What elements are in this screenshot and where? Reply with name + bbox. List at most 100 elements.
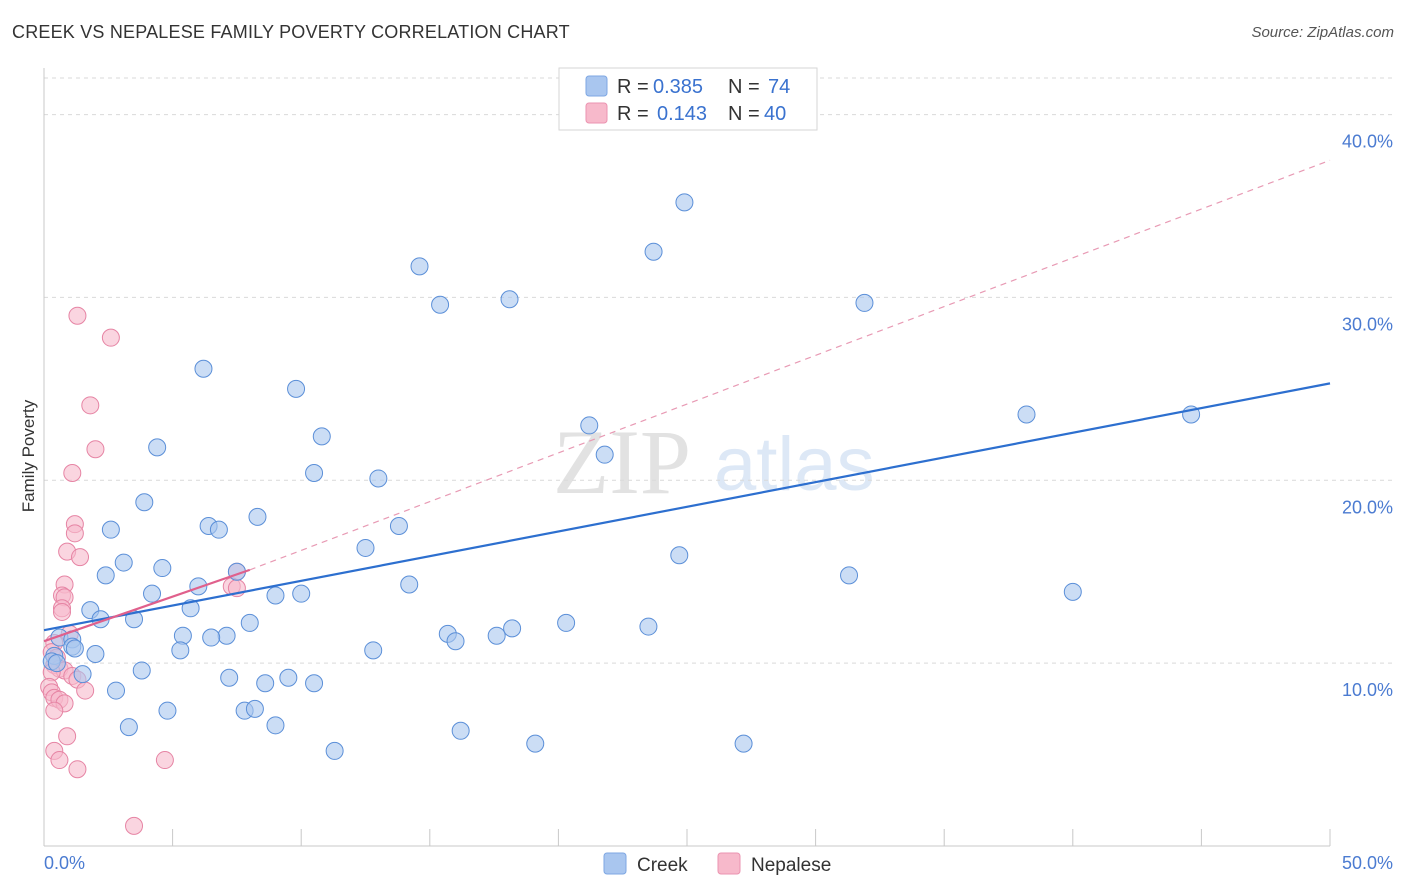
creek-point — [364, 641, 383, 660]
y-tick-label: 40.0% — [1342, 132, 1393, 152]
creek-point — [143, 584, 162, 603]
legend-creek-r-label: R = — [617, 76, 649, 98]
y-tick-label: 10.0% — [1342, 680, 1393, 700]
nepalese-point — [68, 306, 87, 325]
creek-point — [400, 575, 419, 594]
creek-point — [107, 681, 126, 700]
trendlines — [249, 159, 1331, 571]
legend-nepalese-r-label: R = — [617, 103, 649, 125]
nepalese-point — [101, 328, 120, 347]
creek-point — [451, 721, 470, 740]
creek-point — [500, 290, 519, 309]
source-label: Source: ZipAtlas.com — [1251, 24, 1394, 41]
creek-point — [73, 665, 92, 684]
creek-point — [292, 584, 311, 603]
nepalese-point — [86, 440, 105, 459]
nepalese-point — [58, 727, 77, 746]
legend-creek-n-value: 74 — [768, 76, 790, 98]
creek-point — [158, 701, 177, 720]
creek-point — [487, 626, 506, 645]
creek-point — [209, 520, 228, 539]
x-tick-label: 0.0% — [44, 853, 85, 873]
creek-point — [446, 632, 465, 651]
creek-point — [114, 553, 133, 572]
axes — [43, 68, 1331, 847]
creek-point — [189, 577, 208, 596]
nepalese-point — [71, 548, 90, 567]
creek-point — [1017, 405, 1036, 424]
creek-point — [840, 566, 859, 585]
legend-nepalese-n-value: 40 — [764, 103, 786, 125]
nepalese-point — [65, 524, 84, 543]
creek-point — [279, 668, 298, 687]
creek-point — [325, 741, 344, 760]
creek-point — [1063, 582, 1082, 601]
legend-nepalese-n-label: N = — [728, 103, 760, 125]
creek-point — [86, 645, 105, 663]
legend-swatch-creek — [585, 75, 608, 97]
nepalese-point — [76, 681, 95, 700]
creek-point — [526, 734, 545, 753]
data-points — [40, 193, 1331, 835]
nepalese-trendline — [43, 568, 251, 643]
creek-point — [240, 613, 259, 632]
creek-point — [410, 257, 429, 276]
nepalese-point — [155, 751, 174, 770]
creek-point — [389, 517, 408, 535]
watermark-atlas: atlas — [714, 422, 875, 507]
legend: R = 0.385 N = 74 R = 0.143 N = 40 — [558, 67, 818, 131]
creek-point — [356, 538, 375, 557]
nepalese-point — [50, 751, 69, 770]
nepalese-trendline-extension — [249, 159, 1331, 571]
creek-point — [431, 295, 450, 314]
bottom-legend-creek: Creek — [637, 855, 688, 876]
creek-point — [256, 674, 275, 693]
chart-title: CREEK VS NEPALESE FAMILY POVERTY CORRELA… — [12, 22, 570, 42]
creek-point — [47, 654, 66, 673]
legend-creek-n-label: N = — [728, 76, 760, 98]
legend-creek-r-value: 0.385 — [653, 76, 703, 98]
bottom-legend: Creek Nepalese — [603, 852, 831, 876]
creek-point — [734, 734, 753, 753]
creek-point — [644, 242, 663, 261]
creek-point — [503, 619, 522, 638]
y-axis-title: Family Poverty — [19, 399, 38, 512]
creek-point — [101, 520, 120, 539]
creek-point — [245, 699, 264, 718]
creek-point — [248, 507, 267, 526]
creek-point — [369, 469, 388, 488]
creek-point — [312, 427, 331, 446]
creek-point — [305, 674, 324, 693]
creek-point — [220, 668, 239, 687]
nepalese-point — [125, 816, 144, 835]
creek-point — [65, 639, 84, 658]
bottom-legend-swatch-nepalese — [717, 852, 741, 875]
creek-point — [171, 641, 190, 660]
y-tick-label: 30.0% — [1342, 314, 1393, 334]
creek-point — [153, 559, 172, 578]
creek-point — [132, 661, 151, 680]
creek-point — [855, 293, 874, 312]
creek-point — [173, 626, 192, 645]
nepalese-point — [45, 701, 64, 720]
creek-point — [148, 438, 167, 457]
creek-trendline — [43, 382, 1331, 632]
creek-point — [595, 445, 614, 464]
watermark-zip: ZIP — [553, 411, 691, 513]
creek-point — [96, 566, 115, 585]
creek-point — [287, 379, 306, 398]
creek-point — [305, 463, 324, 482]
creek-point — [266, 586, 285, 605]
creek-point — [119, 718, 138, 737]
creek-point — [217, 626, 236, 645]
nepalese-point — [63, 463, 82, 482]
tick-labels: 10.0% 20.0% 30.0% 40.0% 0.0% 50.0% — [44, 132, 1393, 873]
creek-point — [181, 599, 200, 618]
creek-point — [580, 416, 599, 435]
nepalese-point — [53, 602, 72, 621]
bottom-legend-nepalese: Nepalese — [751, 855, 831, 876]
creek-point — [639, 617, 658, 636]
legend-swatch-nepalese — [585, 102, 608, 124]
creek-point — [194, 359, 213, 378]
